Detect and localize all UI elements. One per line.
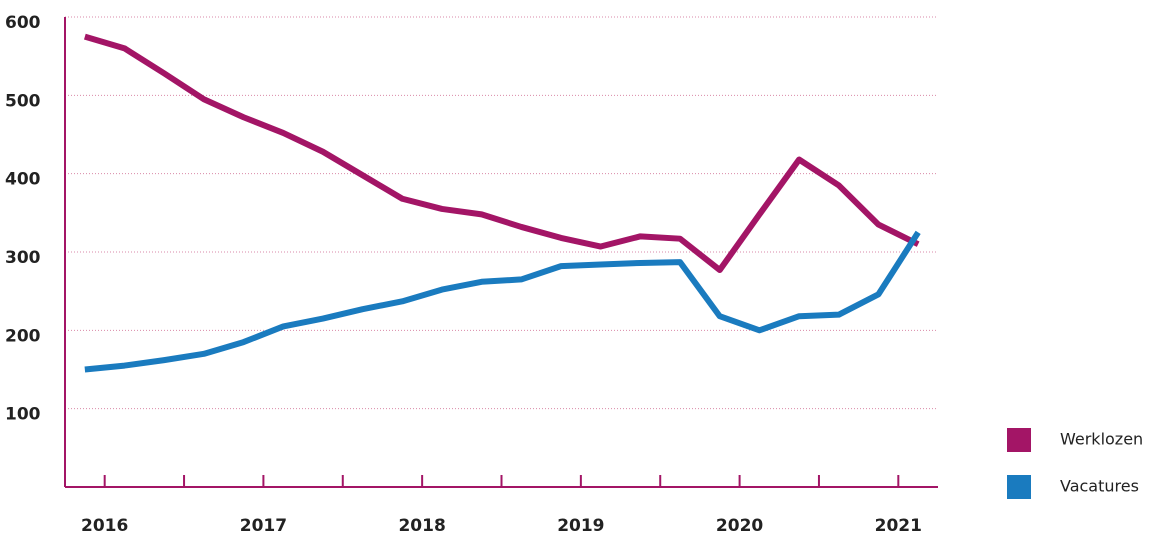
y-tick-label: 600 [5,13,41,33]
y-tick-label: 100 [5,405,41,425]
x-tick-label: 2016 [81,516,128,536]
x-tick-label: 2017 [240,516,287,536]
x-tick-label: 2020 [716,516,763,536]
line [83,33,920,274]
y-tick-label: 200 [5,326,41,346]
x-tick-label: 2019 [557,516,604,536]
legend-label: Vacatures [1060,477,1139,496]
legend-swatch [1007,428,1031,452]
line [84,230,921,373]
y-tick-label: 400 [5,170,41,190]
y-tick-label: 500 [5,91,41,111]
x-tick-label: 2018 [398,516,445,536]
legend-swatch [1007,475,1031,499]
legend-label: Werklozen [1060,430,1143,449]
y-tick-label: 300 [5,248,41,268]
x-tick-label: 2021 [875,516,922,536]
